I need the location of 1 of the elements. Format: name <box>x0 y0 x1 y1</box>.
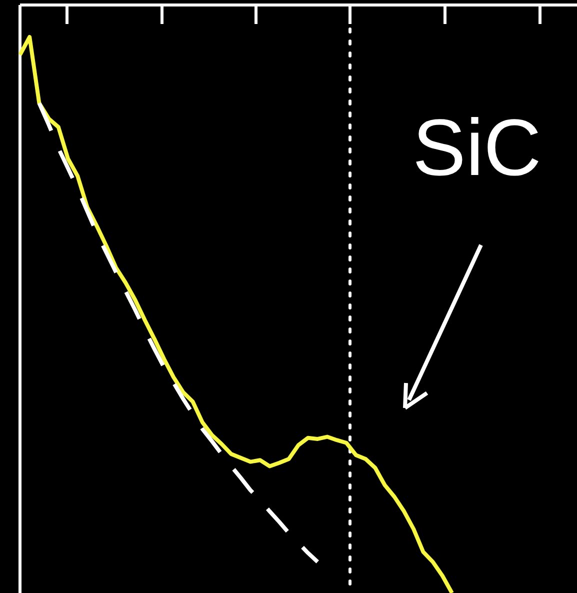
annotation: SiC <box>412 103 542 192</box>
